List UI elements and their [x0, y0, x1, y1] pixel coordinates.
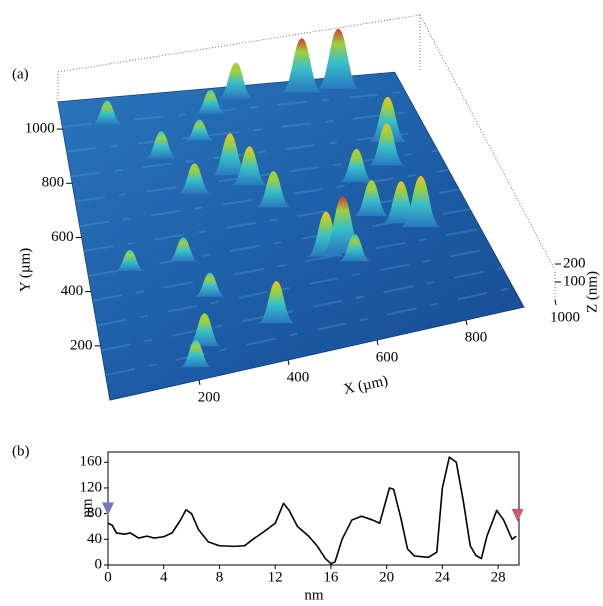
cursor-marker [511, 508, 524, 522]
x-tick [287, 359, 290, 366]
peak [167, 237, 200, 262]
box-edge [419, 14, 556, 271]
y-axis-label: nm [79, 498, 95, 518]
x-tick-label: 400 [287, 369, 310, 385]
z-tick-label: 200 [563, 255, 586, 271]
peak [400, 175, 442, 227]
peak [353, 180, 390, 217]
y-tick-label: 400 [61, 283, 84, 299]
peak [338, 234, 372, 262]
surface-shade [58, 72, 524, 401]
x-tick [554, 299, 557, 306]
box-edge [57, 14, 421, 73]
surface-streak [66, 110, 417, 153]
x-tick-label: 200 [198, 389, 221, 405]
peak [257, 281, 296, 324]
peak [91, 100, 124, 125]
surface-streak [62, 90, 406, 128]
x-tick [465, 319, 468, 326]
x-tick [198, 379, 201, 386]
y-tick-label: 120 [80, 479, 103, 495]
peak [230, 146, 268, 186]
peak [217, 62, 254, 99]
peak [368, 96, 408, 142]
peak [280, 38, 323, 93]
surface-streak [88, 208, 471, 277]
x-tick-label: 1000 [550, 309, 580, 325]
surface-streak [79, 169, 449, 228]
y-tick-label: 1000 [25, 121, 55, 137]
peak [114, 249, 146, 271]
x-axis-label: nm [304, 587, 324, 603]
x-tick-label: 4 [160, 569, 168, 585]
peak [338, 149, 374, 183]
peak [144, 131, 178, 159]
y-axis-label: Y (µm) [17, 248, 33, 292]
y-tick-label: 200 [70, 337, 93, 353]
y-tick-label: 160 [80, 454, 103, 470]
surface-streak [70, 129, 428, 178]
peak [367, 123, 406, 166]
x-tick-label: 0 [104, 569, 112, 585]
y-tick-label: 40 [87, 531, 102, 547]
peak [183, 119, 215, 141]
z-tick-label: 100 [563, 273, 586, 289]
x-tick-label: 12 [268, 569, 283, 585]
x-tick-label: 20 [379, 569, 394, 585]
x-tick-label: 8 [216, 569, 224, 585]
peak [210, 133, 249, 176]
panel-label: (a) [12, 66, 29, 82]
cursor-marker [102, 502, 114, 516]
z-axis-label: Z (nm) [584, 271, 600, 313]
x-tick-label: 16 [323, 569, 339, 585]
x-axis-label: X (µm) [342, 373, 389, 398]
peak [177, 163, 212, 194]
x-tick-label: 800 [465, 329, 488, 345]
peak [193, 272, 226, 297]
x-tick-label: 24 [435, 569, 451, 585]
peak [179, 340, 213, 368]
x-tick [376, 339, 379, 346]
y-tick-label: 80 [87, 505, 102, 521]
panel-label: (b) [12, 443, 30, 459]
y-tick-label: 0 [95, 556, 103, 572]
y-tick-label: 600 [51, 229, 74, 245]
peak [316, 28, 361, 89]
peak [255, 171, 292, 208]
x-tick-label: 28 [491, 569, 506, 585]
profile-line [107, 456, 517, 565]
x-tick-label: 600 [376, 349, 399, 365]
surface-streak [96, 247, 492, 327]
y-tick-label: 800 [42, 175, 65, 191]
peak [187, 313, 223, 347]
peak [194, 89, 227, 114]
